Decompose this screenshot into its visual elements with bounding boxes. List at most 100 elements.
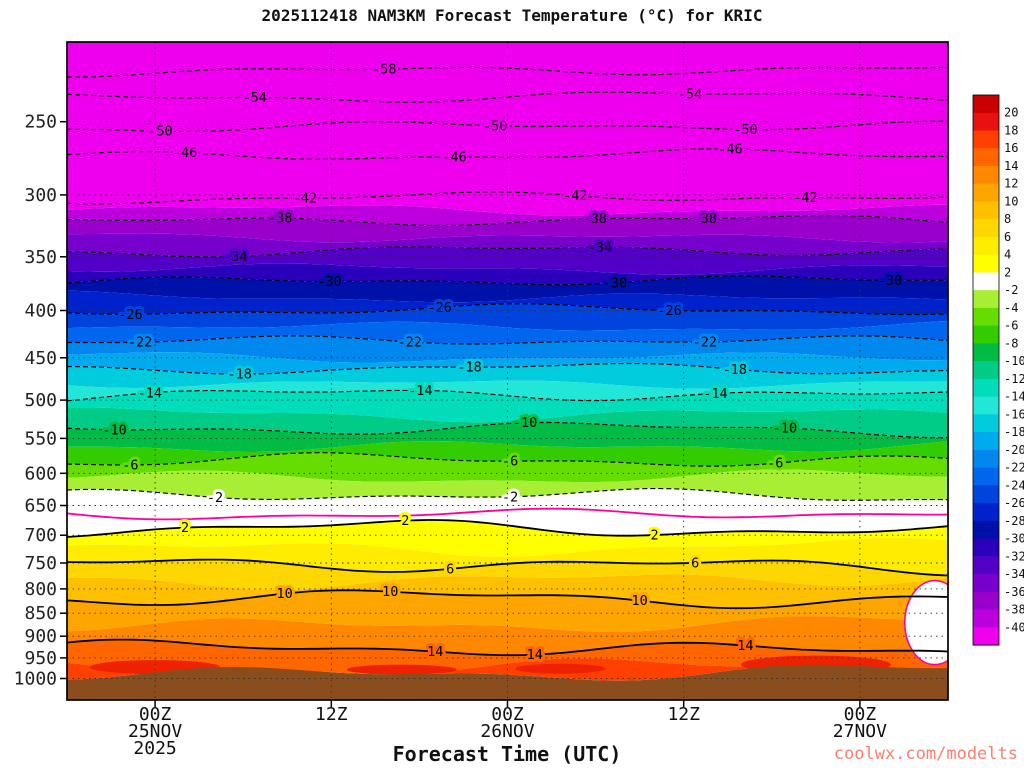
temperature-contour [67, 148, 948, 160]
colorbar-cell [973, 432, 999, 451]
contour-label: 6 [691, 555, 699, 571]
temperature-contour [67, 589, 948, 610]
axes: 2503003504004505005506006507007508008509… [14, 41, 949, 759]
temperature-contour [67, 303, 948, 316]
temperature-contour [67, 66, 948, 78]
temperature-contour [67, 275, 948, 286]
contour-label: -6 [767, 456, 783, 472]
colorbar-cell [973, 183, 999, 203]
colorbar-cell [973, 95, 999, 114]
colorbar-tick-label: -14 [1004, 390, 1024, 404]
temperature-contour [67, 558, 948, 577]
y-tick-label: 750 [24, 553, 57, 574]
temperature-contour [67, 519, 948, 538]
watermark-url: coolwx.com/modelts [833, 744, 1018, 764]
colorbar-tick-label: -18 [1004, 425, 1024, 439]
colorbar-cell [973, 290, 999, 309]
contour-label: 14 [527, 647, 543, 663]
contour-label: -30 [878, 273, 902, 289]
colorbar-tick-label: -32 [1004, 549, 1024, 563]
y-tick-label: 500 [24, 390, 57, 411]
contour-label: -6 [122, 458, 138, 474]
contour-label: -58 [372, 62, 396, 78]
colorbar-cell [973, 343, 999, 362]
colorbar-tick-label: -22 [1004, 461, 1024, 475]
colorbar-tick-label: -38 [1004, 603, 1024, 617]
contour-label: 2 [651, 528, 659, 544]
plot-area: -58-54 -54-50 -50 -50-46 -46 -46-42 -42 -42-38-… [67, 42, 948, 700]
y-tick-label: 250 [24, 112, 57, 133]
colorbar-tick-label: 6 [1004, 230, 1011, 244]
contour-label: -42 [293, 191, 317, 207]
temperature-contour [67, 191, 948, 205]
contour-label: -30 [317, 274, 341, 290]
colorbar-cell [973, 467, 999, 486]
colorbar-tick-label: -4 [1004, 301, 1018, 315]
contour-label: -14 [408, 383, 432, 399]
colorbar-tick-label: -2 [1004, 283, 1018, 297]
colorbar-cell [973, 414, 999, 433]
contour-label: -18 [228, 367, 252, 383]
colorbar-tick-label: -26 [1004, 496, 1024, 510]
temperature-contour [67, 335, 948, 345]
colorbar-tick-label: -24 [1004, 478, 1024, 492]
colorbar-cell [973, 254, 999, 274]
colorbar-tick-label: -34 [1004, 567, 1024, 581]
contour-label: -26 [657, 303, 681, 319]
contour-label: -6 [502, 454, 518, 470]
temperature-contour [67, 488, 948, 501]
colorbar-cell [973, 609, 999, 628]
cold-pocket [904, 579, 948, 666]
temperature-contour [67, 91, 948, 103]
colorbar-tick-label: -8 [1004, 336, 1018, 350]
contour-label: -26 [428, 300, 452, 316]
colorbar-cell [973, 396, 999, 415]
y-tick-label: 700 [24, 525, 57, 546]
colorbar-cell [973, 627, 999, 646]
contour-label: -26 [118, 307, 142, 323]
colorbar-cell [973, 574, 999, 593]
x-tick-date: 26NOV [480, 721, 534, 742]
colorbar-tick-label: -28 [1004, 514, 1024, 528]
colorbar-cell [973, 591, 999, 611]
colorbar-cell [973, 538, 999, 557]
x-tick-label: 12Z [667, 704, 700, 725]
colorbar-tick-label: 2 [1004, 265, 1011, 279]
colorbar-cell [973, 236, 999, 256]
y-tick-label: 1000 [14, 669, 57, 690]
colorbar-cell [973, 361, 999, 380]
y-tick-label: 550 [24, 428, 57, 449]
ground-strip [67, 664, 948, 700]
colorbar-cell [973, 272, 999, 291]
contour-label: -42 [793, 190, 817, 206]
colorbar-tick-label: -30 [1004, 532, 1024, 546]
warm-surface-blob [515, 663, 606, 674]
chart-title: 2025112418 NAM3KM Forecast Temperature (… [261, 6, 763, 25]
contour-label: -18 [723, 362, 747, 378]
y-tick-label: 600 [24, 463, 57, 484]
colorbar-tick-label: 16 [1004, 141, 1018, 155]
contour-label: -34 [588, 240, 612, 256]
x-tick-label: 00Z [491, 704, 524, 725]
temperature-contour [67, 638, 948, 657]
contour-label: -54 [243, 90, 267, 106]
contour-label: -22 [693, 335, 717, 351]
colorbar: 20 18 16 14 12 10 8 6 4 2 -2 -4 -6 -8 -10 -12 -14 -16 -18 -… [972, 94, 1024, 646]
y-tick-label: 350 [24, 247, 57, 268]
temperature-contour [67, 246, 948, 258]
x-tick-date: 27NOV [833, 721, 887, 742]
contour-label: 10 [276, 586, 292, 602]
contour-label: -10 [102, 422, 126, 438]
y-tick-label: 650 [24, 496, 57, 517]
y-tick-label: 400 [24, 301, 57, 322]
colorbar-tick-label: 8 [1004, 212, 1011, 226]
temperature-contour [67, 421, 948, 439]
freezing-level-line [67, 507, 948, 521]
contour-label: -2 [502, 489, 518, 505]
colorbar-cell [973, 378, 999, 398]
contour-label: 14 [427, 644, 443, 660]
colorbar-cell [973, 520, 999, 540]
colorbar-tick-label: -6 [1004, 319, 1018, 333]
x-tick-year: 2025 [133, 738, 176, 759]
